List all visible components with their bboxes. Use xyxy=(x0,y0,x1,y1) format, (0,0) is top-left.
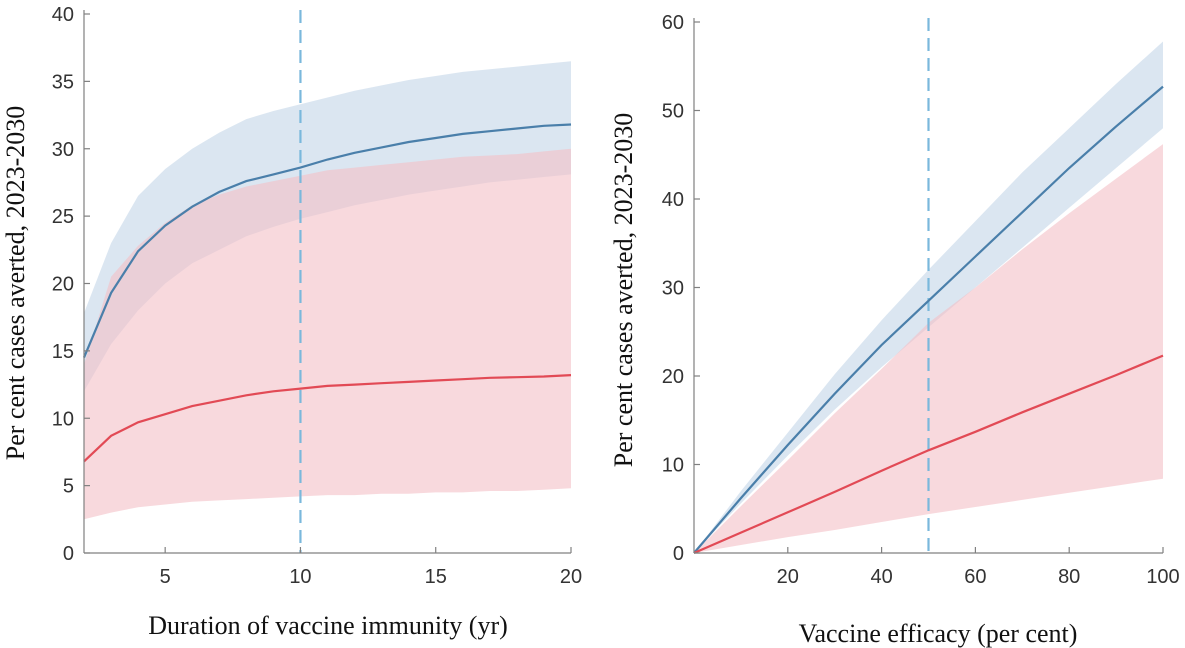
uncertainty-band-series-2 xyxy=(84,148,571,520)
y-tick-label: 30 xyxy=(52,139,74,161)
x-tick-label: 20 xyxy=(560,566,582,588)
y-tick-label: 0 xyxy=(673,543,684,565)
y-tick-label: 40 xyxy=(662,189,684,211)
y-axis-label: Per cent cases averted, 2023-2030 xyxy=(609,113,638,467)
y-tick-label: 15 xyxy=(52,341,74,363)
x-tick-label: 15 xyxy=(425,566,447,588)
median-line-series-2 xyxy=(83,374,572,463)
y-tick-label: 60 xyxy=(662,12,684,34)
x-tick-label: 80 xyxy=(1058,566,1080,588)
panel-left: 0 5 10 15 20 25 30 35 40 5 10 15 20 Duration of vacci… xyxy=(1,4,582,640)
y-tick-label: 10 xyxy=(662,455,684,477)
x-tick-label: 10 xyxy=(289,566,311,588)
x-tick-label: 20 xyxy=(777,566,799,588)
uncertainty-band-series-1 xyxy=(694,41,1163,553)
x-tick-label: 60 xyxy=(964,566,986,588)
median-line-series-1 xyxy=(693,85,1164,554)
uncertainty-band-series-1 xyxy=(84,61,571,392)
y-tick-label: 50 xyxy=(662,101,684,123)
median-line-series-1 xyxy=(82,123,572,359)
y-tick-label: 0 xyxy=(63,543,74,565)
y-tick-label: 20 xyxy=(52,274,74,296)
y-tick-label: 30 xyxy=(662,278,684,300)
y-tick-label: 20 xyxy=(662,366,684,388)
y-tick-label: 10 xyxy=(52,408,74,430)
x-tick-label: 100 xyxy=(1146,566,1179,588)
y-axis-label: Per cent cases averted, 2023-2030 xyxy=(1,106,30,460)
panel-right: 0 10 20 30 40 50 60 20 40 60 80 100 Vaccine efficacy… xyxy=(609,12,1180,648)
y-tick-label: 25 xyxy=(52,206,74,228)
y-tick-label: 40 xyxy=(52,4,74,26)
y-tick-label: 35 xyxy=(52,71,74,93)
x-axis-label: Vaccine efficacy (per cent) xyxy=(799,619,1078,648)
x-tick-label: 5 xyxy=(160,566,171,588)
x-tick-label: 40 xyxy=(870,566,892,588)
median-line-series-2 xyxy=(693,354,1164,555)
y-tick-label: 5 xyxy=(63,476,74,498)
x-axis-label: Duration of vaccine immunity (yr) xyxy=(148,611,508,640)
